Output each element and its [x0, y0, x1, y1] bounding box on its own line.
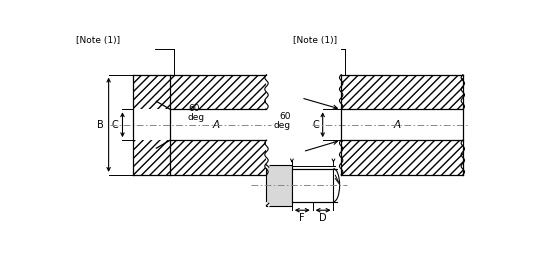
Bar	[170, 75, 267, 109]
Text: deg: deg	[274, 121, 291, 130]
Bar	[170, 140, 267, 175]
Bar	[341, 140, 463, 175]
Text: [Note (1)]: [Note (1)]	[293, 36, 338, 46]
Bar	[341, 109, 463, 140]
Text: C: C	[112, 120, 119, 130]
Text: B: B	[97, 120, 104, 130]
Text: A: A	[394, 120, 401, 130]
Text: D: D	[319, 213, 327, 223]
Bar	[133, 75, 170, 109]
Bar	[133, 140, 170, 175]
Text: F: F	[299, 213, 305, 223]
FancyBboxPatch shape	[267, 165, 292, 206]
Text: 60: 60	[188, 104, 200, 113]
Text: A: A	[213, 120, 220, 130]
Bar	[341, 75, 463, 109]
Text: deg: deg	[188, 113, 205, 123]
Text: C: C	[312, 120, 319, 130]
Text: [Note (1)]: [Note (1)]	[76, 36, 120, 46]
Text: 60: 60	[279, 112, 291, 121]
Bar	[292, 169, 333, 202]
Bar	[133, 109, 267, 140]
